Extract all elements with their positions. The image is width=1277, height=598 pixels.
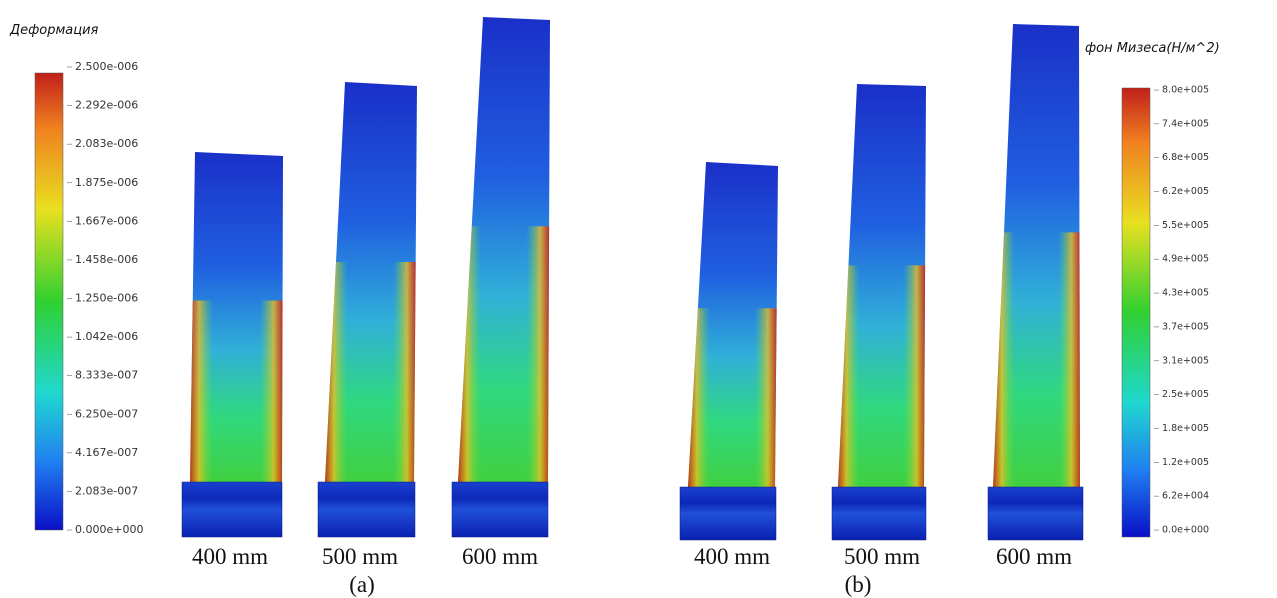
tick-label: 1.875e-006	[75, 176, 138, 189]
colorbar	[1122, 88, 1150, 537]
tick-label: 3.7e+005	[1162, 321, 1209, 332]
tick-label: 8.333e-007	[75, 369, 138, 382]
tick-label: 0.0e+000	[1162, 525, 1209, 536]
blade-base	[452, 482, 548, 537]
tick-label: 6.250e-007	[75, 407, 138, 420]
tick-label: 5.5e+005	[1162, 220, 1209, 231]
tick-label: 2.5e+005	[1162, 389, 1209, 400]
tick-label: 6.8e+005	[1162, 152, 1209, 163]
tick-label: 3.1e+005	[1162, 355, 1209, 366]
specimen-label: 400 mm	[694, 544, 770, 569]
tick-label: 6.2e+005	[1162, 186, 1209, 197]
tick-label: 1.2e+005	[1162, 457, 1209, 468]
tick-label: 1.8e+005	[1162, 423, 1209, 434]
blade-stress	[838, 265, 925, 487]
tick-label: 2.083e-006	[75, 137, 138, 150]
specimen-label: 500 mm	[844, 544, 920, 569]
tick-label: 4.3e+005	[1162, 288, 1209, 299]
tick-label: 6.2e+004	[1162, 491, 1209, 502]
specimen-label: 600 mm	[462, 544, 538, 569]
specimen-label: 400 mm	[192, 544, 268, 569]
tick-label: 1.667e-006	[75, 214, 138, 227]
blade-base	[832, 487, 926, 540]
blade-base	[988, 487, 1083, 540]
tick-label: 7.4e+005	[1162, 118, 1209, 129]
tick-label: 8.0e+005	[1162, 85, 1209, 96]
tick-label: 4.167e-007	[75, 446, 138, 459]
colorbar-title: Деформация	[9, 23, 99, 38]
specimen-label: 500 mm	[322, 544, 398, 569]
caption: (b)	[845, 572, 872, 597]
blade-base	[182, 482, 282, 537]
colorbar-title: фон Мизеса(Н/м^2)	[1085, 41, 1220, 56]
blade-stress	[688, 308, 777, 487]
figure: Деформация фон Мизеса(Н/м^2) (a) (b) 2.5…	[0, 0, 1277, 598]
tick-label: 2.500e-006	[75, 60, 138, 73]
blade-stress	[458, 226, 549, 482]
tick-label: 0.000e+000	[75, 523, 143, 536]
specimen-label: 600 mm	[996, 544, 1072, 569]
tick-label: 1.250e-006	[75, 292, 138, 305]
tick-label: 1.458e-006	[75, 253, 138, 266]
blade-stress	[993, 232, 1080, 487]
blade-base	[680, 487, 776, 540]
tick-label: 2.083e-007	[75, 484, 138, 497]
tick-label: 1.042e-006	[75, 330, 138, 343]
blade-stress	[190, 301, 283, 483]
specimens	[182, 17, 1083, 540]
tick-label: 4.9e+005	[1162, 254, 1209, 265]
blade-stress	[325, 262, 416, 482]
caption: (a)	[349, 572, 375, 597]
tick-label: 2.292e-006	[75, 99, 138, 112]
blade-base	[318, 482, 415, 537]
colorbar	[35, 73, 63, 530]
